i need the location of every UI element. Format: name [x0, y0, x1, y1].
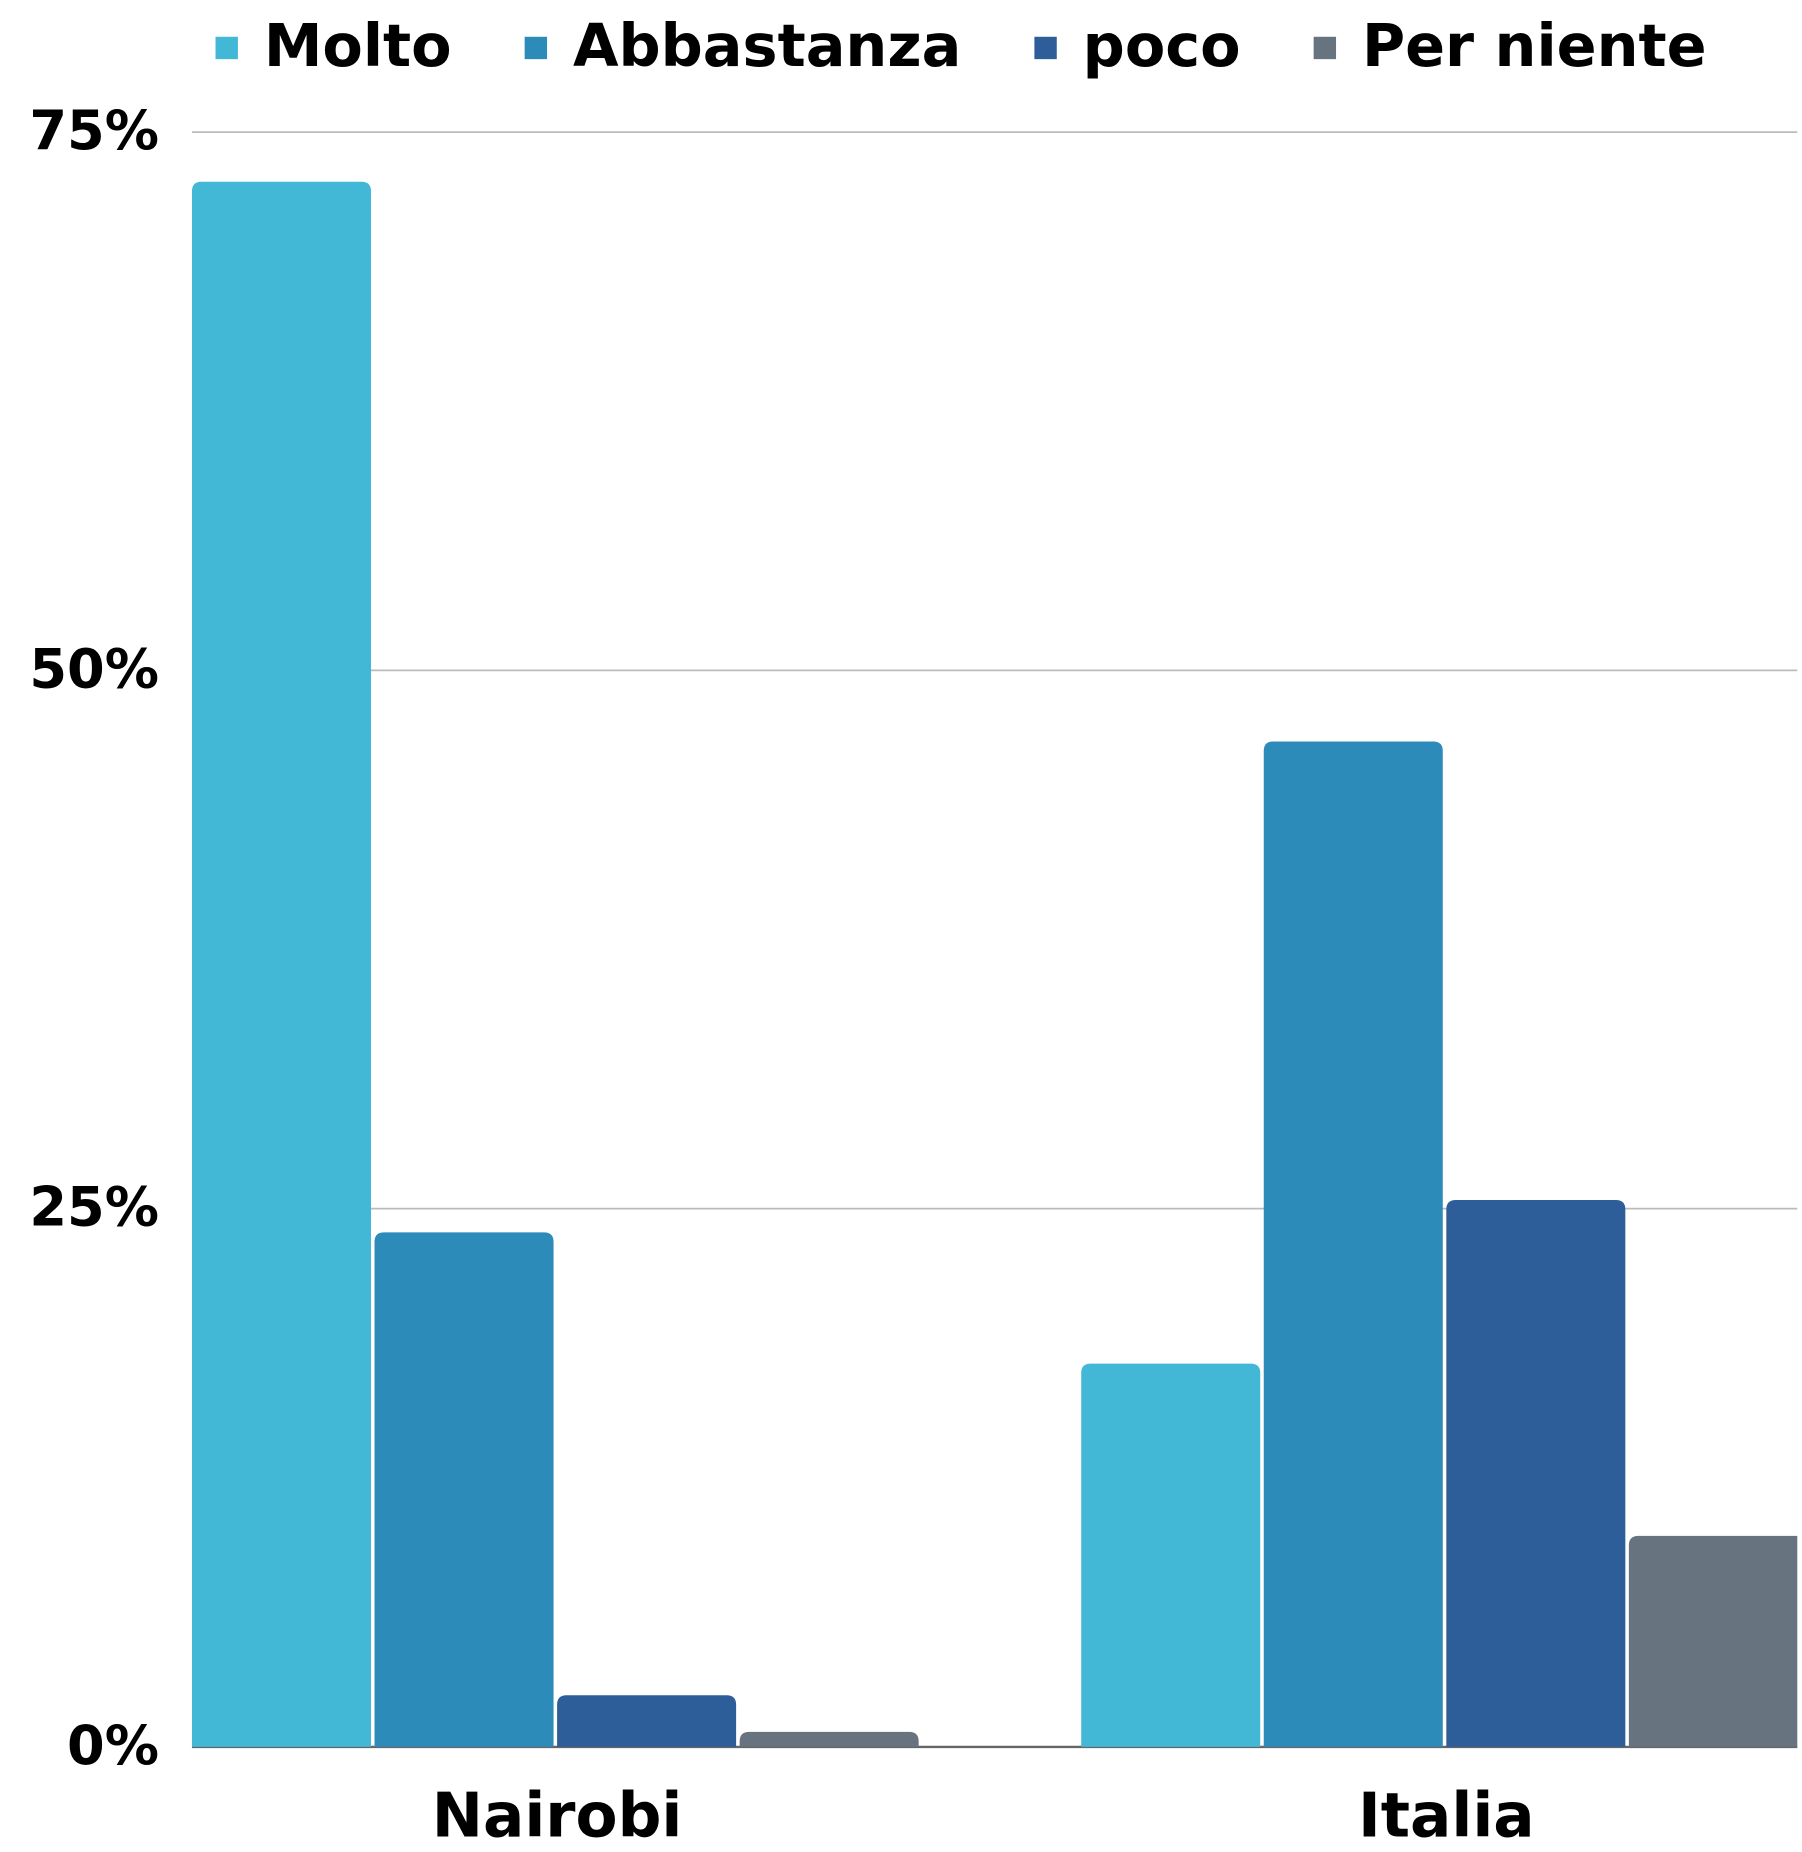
legend-label: Abbastanza — [573, 11, 961, 80]
x-tick-label: Italia — [1358, 1781, 1535, 1852]
y-tick-label: 75% — [29, 99, 159, 162]
labels: 0% 25% 50% 75% Nairobi Italia Molto Abbastanza p… — [29, 11, 1706, 1852]
x-tick-label: Nairobi — [432, 1781, 683, 1852]
y-tick-label: 25% — [29, 1176, 159, 1239]
legend-label: poco — [1083, 11, 1241, 80]
bar — [739, 1731, 919, 1747]
bar — [191, 181, 371, 1747]
bar — [1081, 1363, 1261, 1747]
y-tick-label: 0% — [67, 1714, 159, 1777]
legend-swatch — [524, 36, 548, 60]
bar — [557, 1695, 737, 1747]
legend-label: Per niente — [1362, 11, 1707, 80]
y-tick-label: 50% — [29, 637, 159, 700]
bars — [191, 181, 1798, 1747]
bar — [374, 1232, 554, 1747]
bar — [1263, 741, 1443, 1747]
bar — [1628, 1535, 1798, 1747]
legend-swatch — [215, 36, 238, 60]
bar — [1446, 1200, 1626, 1747]
legend-swatch — [1313, 36, 1337, 60]
legend-label: Molto — [264, 11, 452, 80]
legend-swatch — [1034, 36, 1057, 60]
